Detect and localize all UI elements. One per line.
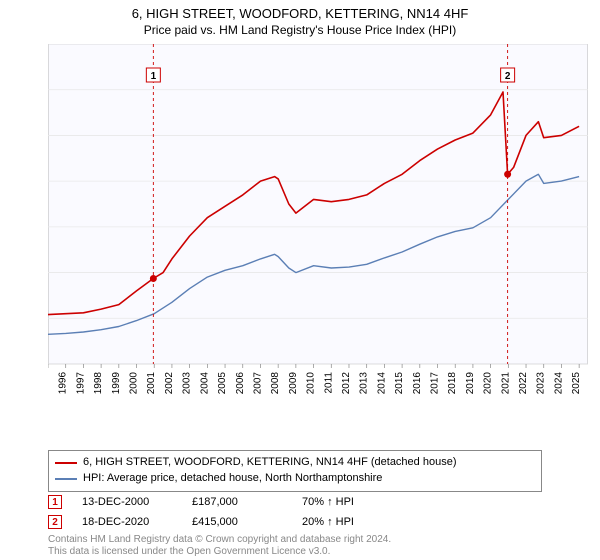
sale-relative: 70% ↑ HPI xyxy=(302,496,392,508)
svg-text:2008: 2008 xyxy=(270,372,281,395)
sale-marker-icon: 2 xyxy=(48,515,62,529)
sale-marker-id: 2 xyxy=(52,517,58,528)
sales-table: 1 13-DEC-2000 £187,000 70% ↑ HPI 2 18-DE… xyxy=(48,492,392,532)
footer-line2: This data is licensed under the Open Gov… xyxy=(48,546,391,558)
svg-text:2014: 2014 xyxy=(376,372,387,395)
legend-row-1: 6, HIGH STREET, WOODFORD, KETTERING, NN1… xyxy=(55,455,535,471)
legend-label-series2: HPI: Average price, detached house, Nort… xyxy=(83,471,382,487)
svg-text:2006: 2006 xyxy=(235,372,246,395)
sale-date: 18-DEC-2020 xyxy=(82,516,172,528)
svg-text:2005: 2005 xyxy=(217,372,228,395)
svg-text:2010: 2010 xyxy=(306,372,317,395)
svg-text:2020: 2020 xyxy=(483,372,494,395)
svg-text:2: 2 xyxy=(505,71,511,82)
svg-text:2024: 2024 xyxy=(553,372,564,395)
svg-text:2021: 2021 xyxy=(500,372,511,395)
svg-text:2003: 2003 xyxy=(182,372,193,395)
svg-text:1: 1 xyxy=(151,71,157,82)
svg-text:2009: 2009 xyxy=(288,372,299,395)
svg-text:2017: 2017 xyxy=(430,372,441,395)
svg-text:2002: 2002 xyxy=(164,372,175,395)
footer-line1: Contains HM Land Registry data © Crown c… xyxy=(48,534,391,546)
sale-marker-id: 1 xyxy=(52,497,58,508)
svg-text:2012: 2012 xyxy=(341,372,352,395)
svg-text:2004: 2004 xyxy=(199,372,210,395)
svg-text:2013: 2013 xyxy=(359,372,370,395)
svg-text:1997: 1997 xyxy=(75,372,86,395)
svg-text:2000: 2000 xyxy=(129,372,140,395)
sale-price: £187,000 xyxy=(192,496,282,508)
sale-price: £415,000 xyxy=(192,516,282,528)
footer-attribution: Contains HM Land Registry data © Crown c… xyxy=(48,534,391,558)
legend-swatch-series1 xyxy=(55,462,77,464)
svg-text:2011: 2011 xyxy=(323,372,334,394)
legend-swatch-series2 xyxy=(55,478,77,480)
legend-row-2: HPI: Average price, detached house, Nort… xyxy=(55,471,535,487)
svg-text:2007: 2007 xyxy=(252,372,263,395)
legend: 6, HIGH STREET, WOODFORD, KETTERING, NN1… xyxy=(48,450,542,492)
sale-marker-icon: 1 xyxy=(48,495,62,509)
chart-container: 6, HIGH STREET, WOODFORD, KETTERING, NN1… xyxy=(0,0,600,560)
svg-text:2018: 2018 xyxy=(447,372,458,395)
sale-date: 13-DEC-2000 xyxy=(82,496,172,508)
svg-text:2015: 2015 xyxy=(394,372,405,395)
svg-text:2001: 2001 xyxy=(146,372,157,395)
sale-row: 2 18-DEC-2020 £415,000 20% ↑ HPI xyxy=(48,512,392,532)
svg-text:1998: 1998 xyxy=(93,372,104,395)
svg-text:2016: 2016 xyxy=(412,372,423,395)
line-chart-svg: £0£100K£200K£300K£400K£500K£600K£700K199… xyxy=(48,44,588,404)
svg-text:1995: 1995 xyxy=(48,372,51,395)
chart-plot-area: £0£100K£200K£300K£400K£500K£600K£700K199… xyxy=(48,44,588,404)
sale-row: 1 13-DEC-2000 £187,000 70% ↑ HPI xyxy=(48,492,392,512)
svg-text:2022: 2022 xyxy=(518,372,529,395)
svg-text:2023: 2023 xyxy=(536,372,547,395)
chart-title: 6, HIGH STREET, WOODFORD, KETTERING, NN1… xyxy=(0,0,600,21)
svg-text:2025: 2025 xyxy=(571,372,582,395)
legend-label-series1: 6, HIGH STREET, WOODFORD, KETTERING, NN1… xyxy=(83,455,456,471)
sale-relative: 20% ↑ HPI xyxy=(302,516,392,528)
chart-subtitle: Price paid vs. HM Land Registry's House … xyxy=(0,21,600,37)
svg-text:1996: 1996 xyxy=(58,372,69,395)
svg-text:2019: 2019 xyxy=(465,372,476,395)
svg-text:1999: 1999 xyxy=(111,372,122,395)
